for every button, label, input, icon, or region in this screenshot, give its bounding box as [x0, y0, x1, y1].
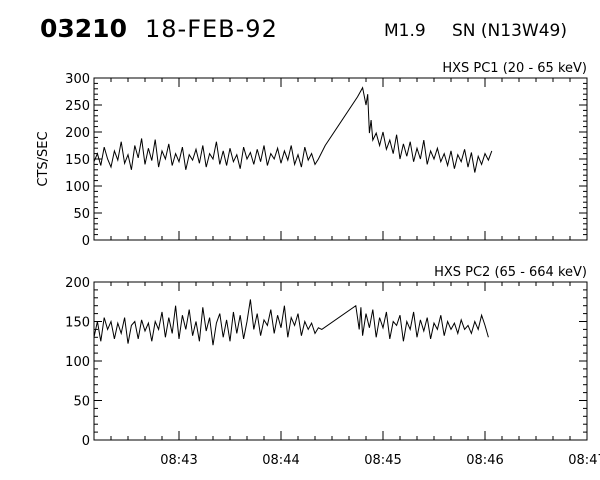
panel-1: 0 50 100 150 200 250 300 HXS PC1 (20 - 65 keV) C… [36, 61, 588, 249]
y-tick-label: 200 [65, 276, 90, 291]
series-line [93, 299, 489, 346]
y-tick-label: 150 [65, 153, 90, 168]
panel-title: HXS PC1 (20 - 65 keV) [442, 61, 587, 76]
y-tick-label: 50 [73, 207, 90, 222]
event-date: 18-FEB-92 [145, 15, 278, 43]
y-tick-label: 300 [65, 72, 90, 87]
y-tick-label: 200 [65, 126, 90, 141]
x-tick-label: 08:43 [160, 453, 197, 468]
series-line [93, 86, 493, 173]
y-tick-label: 150 [65, 316, 90, 331]
x-tick-label: 08:46 [466, 453, 503, 468]
y-tick-label: 0 [82, 434, 90, 449]
plot-frame [93, 281, 588, 441]
y-tick-label: 100 [65, 355, 90, 370]
y-tick-label: 0 [82, 234, 90, 249]
plot-frame [93, 77, 588, 241]
y-tick-label: 100 [65, 180, 90, 195]
y-tick-label: 250 [65, 99, 90, 114]
y-axis-label: CTS/SEC [36, 131, 51, 186]
panel-2: 0 50 100 150 200 08:43 08:44 08:45 08:46 08:47 HXS… [65, 265, 600, 468]
flare-class: M1.9 [384, 21, 426, 41]
event-id: 03210 [40, 14, 127, 43]
x-tick-label: 08:47 [568, 453, 600, 468]
x-tick-label: 08:44 [262, 453, 299, 468]
y-tick-label: 50 [73, 395, 90, 410]
panel-title: HXS PC2 (65 - 664 keV) [434, 265, 587, 280]
flare-location: SN (N13W49) [452, 21, 567, 41]
x-tick-label: 08:45 [364, 453, 401, 468]
